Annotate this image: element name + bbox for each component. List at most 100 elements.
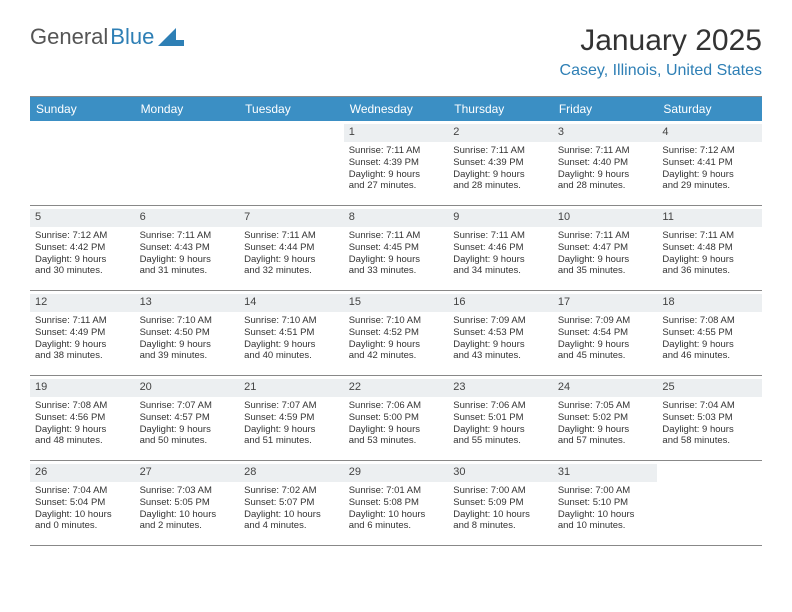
day-number: 27 bbox=[135, 464, 240, 482]
sunrise-line: Sunrise: 7:09 AM bbox=[558, 315, 653, 327]
sunset-line: Sunset: 5:05 PM bbox=[140, 497, 235, 509]
sunset-line: Sunset: 4:57 PM bbox=[140, 412, 235, 424]
sunrise-line: Sunrise: 7:01 AM bbox=[349, 485, 444, 497]
sunrise-line: Sunrise: 7:04 AM bbox=[662, 400, 757, 412]
sunrise-line: Sunrise: 7:11 AM bbox=[35, 315, 130, 327]
sunset-line: Sunset: 4:55 PM bbox=[662, 327, 757, 339]
daylight-line-2: and 51 minutes. bbox=[244, 435, 339, 447]
daylight-line-1: Daylight: 9 hours bbox=[453, 169, 548, 181]
daylight-line-2: and 40 minutes. bbox=[244, 350, 339, 362]
day-number: 16 bbox=[448, 294, 553, 312]
daylight-line-2: and 0 minutes. bbox=[35, 520, 130, 532]
day-cell: 11Sunrise: 7:11 AMSunset: 4:48 PMDayligh… bbox=[657, 206, 762, 290]
weekday-header: Wednesday bbox=[344, 97, 449, 121]
day-cell: 13Sunrise: 7:10 AMSunset: 4:50 PMDayligh… bbox=[135, 291, 240, 375]
day-cell: 20Sunrise: 7:07 AMSunset: 4:57 PMDayligh… bbox=[135, 376, 240, 460]
day-number: 5 bbox=[30, 209, 135, 227]
sunset-line: Sunset: 4:48 PM bbox=[662, 242, 757, 254]
daylight-line-2: and 31 minutes. bbox=[140, 265, 235, 277]
day-number: 6 bbox=[135, 209, 240, 227]
sunrise-line: Sunrise: 7:03 AM bbox=[140, 485, 235, 497]
sunset-line: Sunset: 4:39 PM bbox=[453, 157, 548, 169]
title-block: January 2025 Casey, Illinois, United Sta… bbox=[560, 24, 762, 80]
weekday-header: Monday bbox=[135, 97, 240, 121]
day-cell: 18Sunrise: 7:08 AMSunset: 4:55 PMDayligh… bbox=[657, 291, 762, 375]
daylight-line-1: Daylight: 9 hours bbox=[35, 339, 130, 351]
day-cell bbox=[135, 121, 240, 205]
daylight-line-1: Daylight: 10 hours bbox=[35, 509, 130, 521]
day-number bbox=[657, 464, 762, 482]
day-number: 14 bbox=[239, 294, 344, 312]
day-cell: 31Sunrise: 7:00 AMSunset: 5:10 PMDayligh… bbox=[553, 461, 658, 545]
daylight-line-2: and 55 minutes. bbox=[453, 435, 548, 447]
sunset-line: Sunset: 4:44 PM bbox=[244, 242, 339, 254]
day-number: 31 bbox=[553, 464, 658, 482]
day-cell: 5Sunrise: 7:12 AMSunset: 4:42 PMDaylight… bbox=[30, 206, 135, 290]
sunrise-line: Sunrise: 7:11 AM bbox=[140, 230, 235, 242]
sunset-line: Sunset: 4:45 PM bbox=[349, 242, 444, 254]
day-number: 9 bbox=[448, 209, 553, 227]
sunrise-line: Sunrise: 7:00 AM bbox=[558, 485, 653, 497]
sunset-line: Sunset: 5:10 PM bbox=[558, 497, 653, 509]
daylight-line-2: and 33 minutes. bbox=[349, 265, 444, 277]
sunrise-line: Sunrise: 7:07 AM bbox=[140, 400, 235, 412]
sunset-line: Sunset: 5:08 PM bbox=[349, 497, 444, 509]
day-number bbox=[135, 124, 240, 142]
daylight-line-1: Daylight: 9 hours bbox=[35, 424, 130, 436]
day-number bbox=[239, 124, 344, 142]
day-cell: 15Sunrise: 7:10 AMSunset: 4:52 PMDayligh… bbox=[344, 291, 449, 375]
day-cell: 9Sunrise: 7:11 AMSunset: 4:46 PMDaylight… bbox=[448, 206, 553, 290]
daylight-line-1: Daylight: 10 hours bbox=[453, 509, 548, 521]
day-cell: 24Sunrise: 7:05 AMSunset: 5:02 PMDayligh… bbox=[553, 376, 658, 460]
day-cell: 10Sunrise: 7:11 AMSunset: 4:47 PMDayligh… bbox=[553, 206, 658, 290]
daylight-line-2: and 39 minutes. bbox=[140, 350, 235, 362]
daylight-line-1: Daylight: 9 hours bbox=[558, 339, 653, 351]
day-cell: 8Sunrise: 7:11 AMSunset: 4:45 PMDaylight… bbox=[344, 206, 449, 290]
sunrise-line: Sunrise: 7:12 AM bbox=[35, 230, 130, 242]
sunset-line: Sunset: 4:53 PM bbox=[453, 327, 548, 339]
day-number bbox=[30, 124, 135, 142]
daylight-line-1: Daylight: 9 hours bbox=[349, 254, 444, 266]
day-cell: 7Sunrise: 7:11 AMSunset: 4:44 PMDaylight… bbox=[239, 206, 344, 290]
daylight-line-1: Daylight: 9 hours bbox=[453, 254, 548, 266]
weeks-container: 1Sunrise: 7:11 AMSunset: 4:39 PMDaylight… bbox=[30, 121, 762, 546]
week-row: 26Sunrise: 7:04 AMSunset: 5:04 PMDayligh… bbox=[30, 461, 762, 546]
daylight-line-1: Daylight: 9 hours bbox=[558, 424, 653, 436]
sunrise-line: Sunrise: 7:07 AM bbox=[244, 400, 339, 412]
day-number: 4 bbox=[657, 124, 762, 142]
daylight-line-2: and 30 minutes. bbox=[35, 265, 130, 277]
sunrise-line: Sunrise: 7:11 AM bbox=[662, 230, 757, 242]
sunrise-line: Sunrise: 7:04 AM bbox=[35, 485, 130, 497]
daylight-line-1: Daylight: 9 hours bbox=[662, 424, 757, 436]
sunset-line: Sunset: 4:50 PM bbox=[140, 327, 235, 339]
day-cell: 22Sunrise: 7:06 AMSunset: 5:00 PMDayligh… bbox=[344, 376, 449, 460]
day-number: 11 bbox=[657, 209, 762, 227]
sunrise-line: Sunrise: 7:10 AM bbox=[244, 315, 339, 327]
day-cell: 19Sunrise: 7:08 AMSunset: 4:56 PMDayligh… bbox=[30, 376, 135, 460]
day-cell bbox=[657, 461, 762, 545]
daylight-line-2: and 8 minutes. bbox=[453, 520, 548, 532]
daylight-line-2: and 53 minutes. bbox=[349, 435, 444, 447]
daylight-line-1: Daylight: 10 hours bbox=[349, 509, 444, 521]
daylight-line-2: and 38 minutes. bbox=[35, 350, 130, 362]
sunrise-line: Sunrise: 7:08 AM bbox=[662, 315, 757, 327]
day-cell: 28Sunrise: 7:02 AMSunset: 5:07 PMDayligh… bbox=[239, 461, 344, 545]
daylight-line-2: and 6 minutes. bbox=[349, 520, 444, 532]
weekday-header: Thursday bbox=[448, 97, 553, 121]
daylight-line-1: Daylight: 9 hours bbox=[558, 254, 653, 266]
daylight-line-1: Daylight: 9 hours bbox=[35, 254, 130, 266]
week-row: 1Sunrise: 7:11 AMSunset: 4:39 PMDaylight… bbox=[30, 121, 762, 206]
sunset-line: Sunset: 4:41 PM bbox=[662, 157, 757, 169]
day-cell bbox=[239, 121, 344, 205]
daylight-line-2: and 36 minutes. bbox=[662, 265, 757, 277]
sunset-line: Sunset: 5:03 PM bbox=[662, 412, 757, 424]
day-cell: 30Sunrise: 7:00 AMSunset: 5:09 PMDayligh… bbox=[448, 461, 553, 545]
day-number: 2 bbox=[448, 124, 553, 142]
sunset-line: Sunset: 4:49 PM bbox=[35, 327, 130, 339]
day-cell: 17Sunrise: 7:09 AMSunset: 4:54 PMDayligh… bbox=[553, 291, 658, 375]
day-number: 30 bbox=[448, 464, 553, 482]
weekday-header: Sunday bbox=[30, 97, 135, 121]
sunrise-line: Sunrise: 7:08 AM bbox=[35, 400, 130, 412]
sunrise-line: Sunrise: 7:06 AM bbox=[453, 400, 548, 412]
sunset-line: Sunset: 5:01 PM bbox=[453, 412, 548, 424]
